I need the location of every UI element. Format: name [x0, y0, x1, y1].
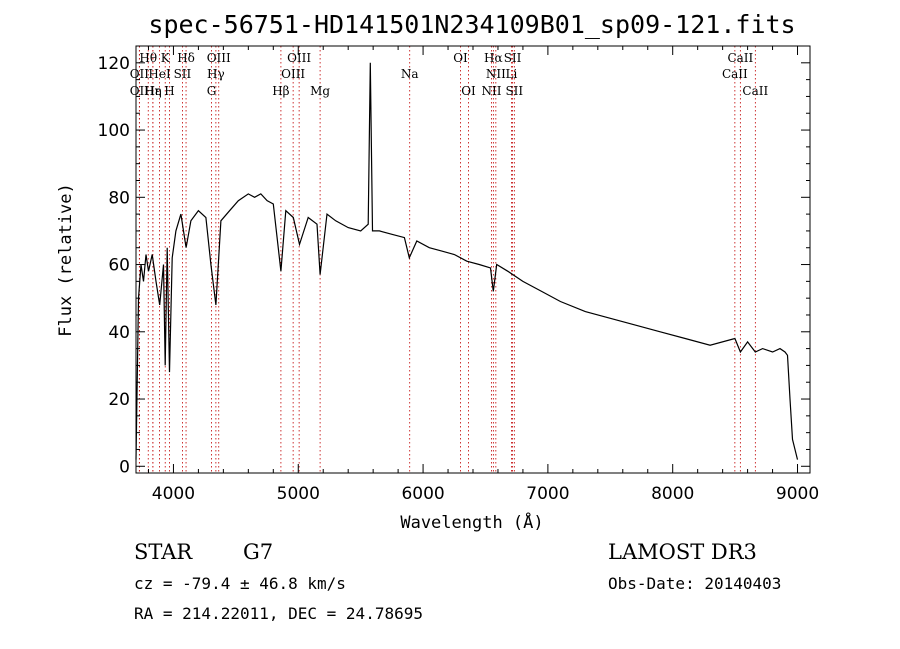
survey-name: LAMOST DR3 [608, 540, 757, 564]
spectral-line-label: HeI [148, 67, 171, 81]
spectral-line-label: SII [504, 51, 522, 65]
spectral-line-label: CaII [727, 51, 753, 65]
x-tick-label: 8000 [651, 484, 694, 504]
spectral-line-label: H [164, 84, 174, 98]
y-axis-label: Flux (relative) [56, 183, 76, 337]
spectral-line-markers [138, 46, 756, 473]
spectral-line-label: K [161, 51, 171, 65]
spectral-line-label: Hη [144, 84, 162, 98]
x-tick-label: 7000 [526, 484, 569, 504]
object-class: STAR [134, 540, 193, 564]
spectral-line-label: OIII [281, 67, 305, 81]
spectral-line-label: CaII [742, 84, 768, 98]
spectral-line-label: Hδ [177, 51, 195, 65]
spectral-line-label: NII [486, 67, 506, 81]
coordinates: RA = 214.22011, DEC = 24.78695 [134, 604, 423, 623]
spectral-line-label: Hβ [272, 84, 289, 98]
spectral-line-label: OI [453, 51, 468, 65]
spectral-line-label: CaII [722, 67, 748, 81]
x-tick-label: 6000 [401, 484, 444, 504]
y-tick-label: 120 [98, 54, 130, 74]
x-tick-label: 9000 [776, 484, 819, 504]
plot-frame [135, 45, 811, 474]
spectral-line-label: Li [506, 67, 518, 81]
y-tick-label: 80 [108, 188, 130, 208]
spectral-line-label: SII [505, 84, 523, 98]
y-tick-label: 20 [108, 390, 130, 410]
y-tick-label: 60 [108, 256, 130, 276]
spectral-line-label: Na [401, 67, 419, 81]
spectral-line-label: Hγ [207, 67, 225, 81]
spectral-line-label: OIII [287, 51, 311, 65]
y-tick-label: 0 [119, 457, 130, 477]
spectral-line-label: OI [461, 84, 476, 98]
spectral-line-label: NII [481, 84, 501, 98]
spectral-line-label: G [207, 84, 217, 98]
x-tick-label: 5000 [277, 484, 320, 504]
spectral-line-label: Hα [484, 51, 503, 65]
object-subclass: G7 [243, 540, 274, 564]
spectral-line-label: OII [130, 67, 150, 81]
spectrum-series-line [135, 62, 799, 460]
x-axis-label: Wavelength (Å) [400, 511, 543, 533]
spectral-line-label: Hθ [139, 51, 157, 65]
x-tick-label: 4000 [152, 484, 195, 504]
spectral-line-label: Hε [145, 84, 162, 98]
redshift-velocity: cz = -79.4 ± 46.8 km/s [134, 574, 346, 593]
spectral-line-label: Mg [310, 84, 330, 98]
spectral-line-label: OIII [207, 51, 231, 65]
spectral-line-label: SII [174, 67, 192, 81]
chart-title: spec-56751-HD141501N234109B01_sp09-121.f… [148, 10, 795, 39]
y-tick-label: 40 [108, 323, 130, 343]
axis-ticks: 4000 5000 6000 7000 8000 9000 0 20 40 60 80 100 120 [98, 46, 819, 504]
observation-date: Obs-Date: 20140403 [608, 574, 782, 593]
spectral-line-label: OII [130, 84, 150, 98]
y-tick-label: 100 [98, 121, 130, 141]
